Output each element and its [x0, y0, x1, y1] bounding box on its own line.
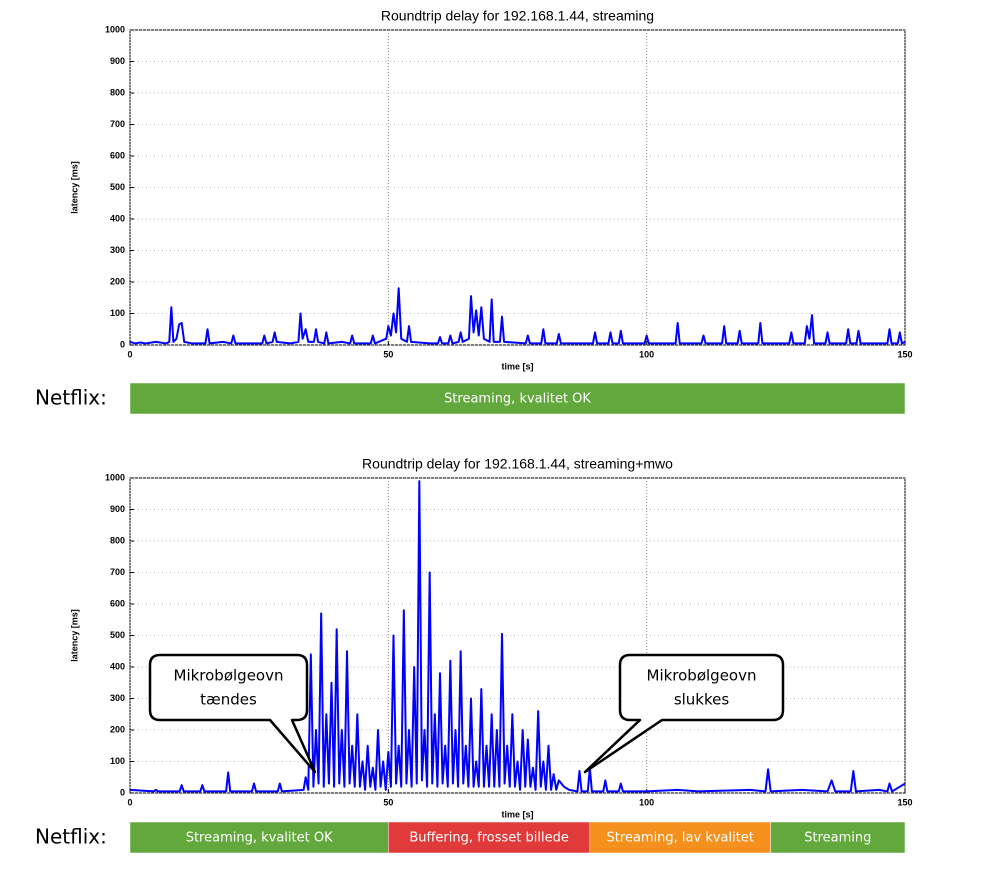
x-axis-label: time [s]	[501, 809, 533, 819]
y-tick-label: 300	[110, 693, 125, 703]
plot-area	[129, 477, 906, 794]
x-tick-label: 150	[897, 349, 912, 359]
y-tick-label: 0	[120, 339, 125, 349]
x-tick-label: 50	[383, 797, 393, 807]
y-tick-label: 300	[110, 245, 125, 255]
netflix-label: Netflix:	[35, 386, 107, 410]
y-tick-label: 0	[120, 787, 125, 797]
y-tick-label: 500	[110, 182, 125, 192]
y-axis-label: latency [ms]	[69, 161, 79, 214]
y-axis-label: latency [ms]	[69, 609, 79, 662]
y-tick-label: 700	[110, 567, 125, 577]
x-tick-label: 0	[127, 797, 132, 807]
status-segment	[770, 821, 906, 854]
y-tick-label: 400	[110, 213, 125, 223]
status-label: Streaming, kvalitet OK	[444, 392, 591, 407]
y-tick-label: 200	[110, 276, 125, 286]
status-label: Streaming, kvalitet OK	[186, 831, 333, 846]
y-tick-label: 200	[110, 724, 125, 734]
y-tick-label: 100	[110, 756, 125, 766]
y-tick-label: 800	[110, 87, 125, 97]
y-tick-label: 100	[110, 308, 125, 318]
callout: Mikrobølgeovn slukkes	[583, 653, 785, 774]
y-tick-label: 1000	[105, 472, 125, 482]
y-tick-label: 1000	[105, 24, 125, 34]
callout-text: Mikrobølgeovn	[647, 667, 757, 685]
x-tick-label: 100	[639, 349, 654, 359]
callout-box	[583, 653, 785, 774]
x-tick-label: 100	[639, 797, 654, 807]
status-label: Buffering, frosset billede	[409, 831, 569, 846]
y-tick-label: 600	[110, 150, 125, 160]
plot-area	[129, 29, 906, 346]
status-label: Streaming, lav kvalitet	[607, 831, 754, 846]
status-label: Streaming	[804, 831, 871, 846]
callout-text: tændes	[200, 691, 257, 709]
x-tick-label: 0	[127, 349, 132, 359]
status-segment	[388, 821, 591, 854]
callout-text: Mikrobølgeovn	[174, 667, 284, 685]
netflix-label: Netflix:	[35, 825, 107, 849]
y-tick-label: 700	[110, 119, 125, 129]
x-tick-label: 150	[897, 797, 912, 807]
chart-title: Roundtrip delay for 192.168.1.44, stream…	[362, 456, 673, 472]
data-line	[130, 287, 905, 345]
x-axis-label: time [s]	[501, 361, 533, 371]
y-tick-label: 900	[110, 504, 125, 514]
status-segment	[589, 821, 771, 854]
y-tick-label: 600	[110, 598, 125, 608]
chart-title: Roundtrip delay for 192.168.1.44, stream…	[381, 8, 654, 24]
status-segment	[129, 821, 389, 854]
x-tick-label: 50	[383, 349, 393, 359]
y-tick-label: 400	[110, 661, 125, 671]
y-tick-label: 500	[110, 630, 125, 640]
y-tick-label: 800	[110, 535, 125, 545]
y-tick-label: 900	[110, 56, 125, 66]
callout-text: slukkes	[674, 691, 730, 709]
callout: Mikrobølgeovn tændes	[148, 653, 317, 774]
status-segment	[129, 382, 906, 415]
callout-box	[148, 653, 317, 774]
data-line	[130, 480, 905, 793]
